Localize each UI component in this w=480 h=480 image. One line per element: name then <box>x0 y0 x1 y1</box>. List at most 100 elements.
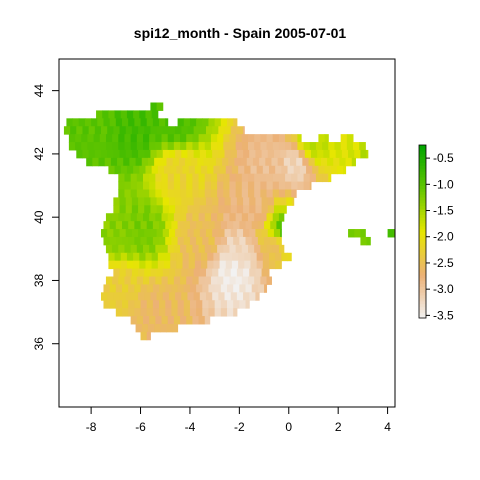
raster-cell <box>224 292 232 301</box>
raster-cell <box>146 308 154 317</box>
legend-swatch <box>419 294 426 299</box>
raster-cell <box>161 134 169 143</box>
legend-swatch <box>419 248 426 253</box>
raster-cell <box>199 268 207 277</box>
raster-cell <box>125 197 133 206</box>
raster-cell <box>140 284 148 293</box>
raster-cell <box>285 173 292 183</box>
raster-cell <box>236 229 244 238</box>
raster-cell <box>138 268 145 277</box>
raster-cell <box>213 165 221 175</box>
raster-cell <box>187 205 195 214</box>
legend-swatch <box>419 289 426 293</box>
raster-cell <box>112 142 119 151</box>
raster-cell <box>99 142 107 151</box>
raster-cell <box>124 244 132 254</box>
raster-cell <box>82 149 90 159</box>
raster-cell <box>233 300 240 309</box>
raster-cell <box>175 197 182 206</box>
raster-cell <box>130 213 138 222</box>
raster-cell <box>212 268 219 277</box>
raster-cell <box>208 118 216 127</box>
raster-cell <box>192 189 200 198</box>
raster-cell <box>103 284 111 293</box>
raster-cell <box>114 165 122 175</box>
raster-cell <box>317 149 324 159</box>
raster-cell <box>118 142 125 151</box>
raster-cell <box>227 118 234 127</box>
raster-cell <box>218 229 226 238</box>
raster-cell <box>192 316 200 325</box>
raster-cell <box>238 165 245 175</box>
raster-cell <box>303 181 311 190</box>
raster-cell <box>172 157 180 167</box>
raster-cell <box>189 284 197 293</box>
raster-cell <box>149 213 156 222</box>
raster-cell <box>161 244 169 254</box>
raster-cell <box>261 149 269 159</box>
raster-cell <box>212 126 219 135</box>
raster-cell <box>260 173 268 183</box>
raster-cell <box>206 149 213 159</box>
raster-cell <box>123 157 130 167</box>
raster-cell <box>130 316 138 325</box>
raster-cell <box>214 118 222 127</box>
raster-cell <box>346 142 354 151</box>
raster-cell <box>186 134 193 143</box>
raster-cell <box>210 244 218 254</box>
raster-cell <box>103 300 111 309</box>
raster-cell <box>113 126 121 135</box>
raster-cell <box>238 252 245 262</box>
raster-cell <box>175 149 182 159</box>
raster-cell <box>202 118 209 127</box>
raster-cell <box>124 181 132 190</box>
raster-cell <box>124 213 132 222</box>
raster-cell <box>138 205 145 214</box>
raster-cell <box>212 149 219 159</box>
raster-cell <box>360 236 368 246</box>
raster-cell <box>140 300 148 309</box>
raster-cell <box>224 126 232 135</box>
raster-cell <box>78 118 86 127</box>
raster-cell <box>264 221 271 230</box>
raster-cell <box>109 221 117 230</box>
raster-cell <box>145 260 153 270</box>
raster-cell <box>131 229 139 238</box>
raster-cell <box>250 165 258 175</box>
raster-cell <box>229 189 237 198</box>
raster-cell <box>290 157 297 167</box>
raster-cell <box>233 284 240 293</box>
raster-cell <box>265 157 272 167</box>
raster-cell <box>135 157 143 167</box>
raster-cell <box>150 268 158 277</box>
legend-tick-label: -2.0 <box>433 230 454 244</box>
raster-cell <box>208 236 216 246</box>
raster-cell <box>88 149 96 159</box>
raster-cell <box>101 229 108 238</box>
raster-cell <box>229 276 237 285</box>
raster-cell <box>257 236 265 246</box>
raster-cell <box>120 260 128 270</box>
raster-cell <box>219 260 227 270</box>
raster-cell <box>231 252 239 262</box>
raster-cell <box>256 165 264 175</box>
raster-cell <box>311 149 318 159</box>
raster-cell <box>168 205 176 214</box>
raster-cell <box>173 173 181 183</box>
raster-cell <box>276 236 282 246</box>
raster-cell <box>198 213 206 222</box>
raster-cell <box>309 173 317 183</box>
raster-cell <box>245 236 253 246</box>
raster-cell <box>180 316 187 325</box>
raster-cell <box>297 181 305 190</box>
legend-swatch <box>419 205 426 210</box>
legend-swatch <box>419 228 426 233</box>
x-tick-label: 4 <box>384 420 391 434</box>
raster-cell <box>165 284 172 293</box>
raster-cell <box>281 165 289 175</box>
raster-cell <box>224 268 232 277</box>
raster-cell <box>183 284 191 293</box>
raster-cell <box>155 316 163 325</box>
map-title: spi12_month - Spain 2005-07-01 <box>134 25 347 41</box>
legend-swatch <box>419 225 426 230</box>
